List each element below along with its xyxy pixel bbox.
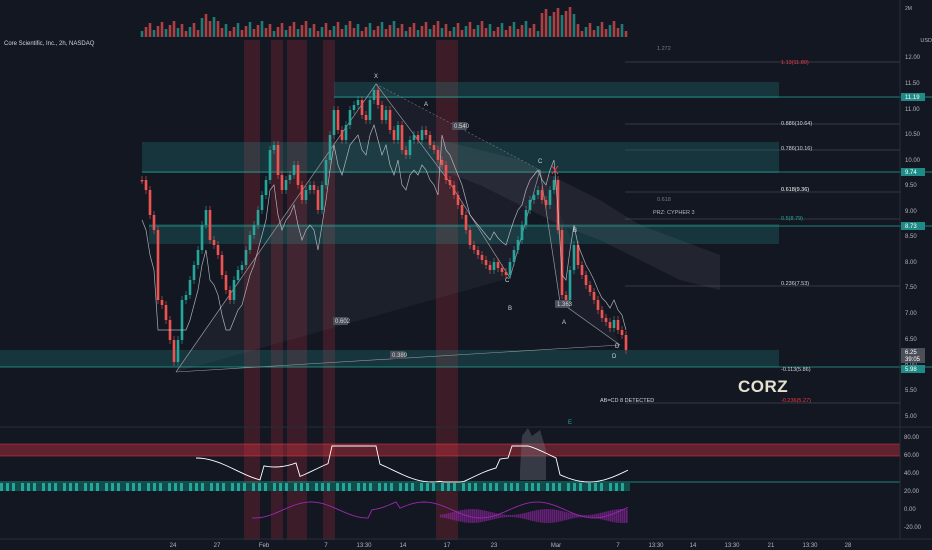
oscillator-panel — [0, 426, 932, 523]
price-badge: 6.25 — [905, 350, 917, 356]
ratio-label-4: 1.363 — [557, 302, 573, 308]
price-badge: 11.19 — [905, 95, 920, 101]
fib-label: -0.236(5.27) — [781, 398, 811, 404]
point-d-1: D — [612, 354, 617, 360]
price-tick: 11.50 — [905, 81, 920, 87]
time-label: 14 — [400, 543, 407, 549]
fib-label: 0.618(9.36) — [781, 187, 809, 193]
price-tick: 5.00 — [905, 414, 917, 420]
price-tick: 10.00 — [905, 158, 921, 164]
ticker-watermark: CORZ — [738, 377, 789, 396]
oscillator-tick: 20.00 — [904, 489, 920, 495]
currency-label[interactable]: USD — [920, 38, 932, 44]
ratio-label-1: 0.540 — [454, 124, 470, 130]
time-label: 13:30 — [724, 543, 740, 549]
fib-label: 0.618 — [657, 197, 671, 203]
price-tick: 12.00 — [905, 55, 921, 61]
time-label: 13:30 — [648, 543, 664, 549]
symbol-title[interactable]: Core Scientific, Inc., 2h, NASDAQ — [4, 41, 95, 47]
x-marker-icon — [551, 165, 559, 175]
price-tick: 11.00 — [905, 107, 920, 113]
ratio-label-2: 0.602 — [335, 319, 351, 325]
oscillator-axis[interactable]: 80.00 60.00 40.00 20.00 0.00 -20.00 — [904, 435, 922, 531]
abcd-detected-label: AB=CD 8 DETECTED — [600, 398, 655, 404]
fib-label: 0.236(7.53) — [781, 281, 809, 287]
prz-label: PRZ: CYPHER 3 — [653, 210, 695, 216]
fib-level-lines — [625, 61, 900, 404]
time-label: 7 — [616, 543, 620, 549]
volume-max-label: 2M — [905, 6, 912, 12]
price-tick: 7.50 — [905, 285, 917, 291]
volume-bars — [140, 7, 628, 37]
oscillator-tick: 60.00 — [904, 453, 920, 459]
point-b-2: B — [573, 228, 577, 234]
fib-labels: 1.272 1.13(11.80) 0.886(10.64) 0.786(10.16)… — [657, 46, 812, 404]
price-badge: 9.74 — [905, 170, 917, 176]
point-a-2: A — [562, 320, 566, 326]
time-label: 14 — [690, 543, 697, 549]
projection-cloud — [440, 140, 720, 290]
ratio-label-3: 0.389 — [392, 353, 408, 359]
time-label: 23 — [491, 543, 498, 549]
oscillator-tick: 40.00 — [904, 471, 920, 477]
point-x: X — [374, 74, 378, 80]
price-axis[interactable]: 12.00 11.50 11.00 10.50 10.00 9.50 9.00 8.50 8.0… — [905, 55, 921, 420]
price-tick: 9.50 — [905, 183, 917, 189]
trailing-stop-line — [141, 123, 627, 331]
time-label: 7 — [324, 543, 328, 549]
fib-label: 1.272 — [657, 46, 671, 52]
price-badge: 39:05 — [905, 357, 921, 363]
oscillator-heat-bar — [0, 483, 630, 491]
oscillator-tick: -20.00 — [904, 525, 922, 531]
price-tick: 7.00 — [905, 311, 917, 317]
candlesticks — [140, 86, 628, 366]
marker-e: E — [568, 420, 572, 426]
time-axis[interactable]: 24 27 Feb 7 13:30 14 17 23 Mar 7 13:30 14 13:30 21 13:… — [170, 543, 852, 549]
fib-label: 0.5(8.79) — [781, 216, 803, 222]
price-tick: 9.00 — [905, 209, 917, 215]
point-c-1: C — [538, 159, 543, 165]
time-label: 21 — [768, 543, 775, 549]
time-label: 27 — [214, 543, 221, 549]
fib-label: 0.886(10.64) — [781, 121, 812, 127]
oscillator-tick: 0.00 — [904, 507, 916, 513]
price-tick: 8.50 — [905, 234, 917, 240]
time-label: 28 — [845, 543, 852, 549]
time-label: Feb — [259, 543, 270, 549]
price-badge: 8.73 — [905, 224, 917, 230]
price-tick: 5.50 — [905, 388, 917, 394]
oscillator-tick: 80.00 — [904, 435, 920, 441]
point-a-1: A — [424, 102, 428, 108]
point-b-1: B — [508, 306, 512, 312]
time-label: 13:30 — [802, 543, 818, 549]
time-label: Mar — [551, 543, 561, 549]
price-tick: 6.50 — [905, 337, 917, 343]
time-label: 17 — [444, 543, 451, 549]
fib-label: -0.113(5.86) — [781, 367, 811, 373]
fib-label: 0.786(10.16) — [781, 146, 812, 152]
price-tick: 10.50 — [905, 132, 921, 138]
time-label: 24 — [170, 543, 177, 549]
price-tick: 8.00 — [905, 260, 917, 266]
price-badge: 5.98 — [905, 367, 917, 373]
point-d-2: D — [615, 344, 620, 350]
point-c-2: C — [505, 278, 510, 284]
fib-label: 1.13(11.80) — [781, 60, 809, 66]
time-label: 13:30 — [356, 543, 372, 549]
pattern-labels: 0.540 0.602 0.389 1.363 A B C D A B C D … — [333, 74, 620, 426]
